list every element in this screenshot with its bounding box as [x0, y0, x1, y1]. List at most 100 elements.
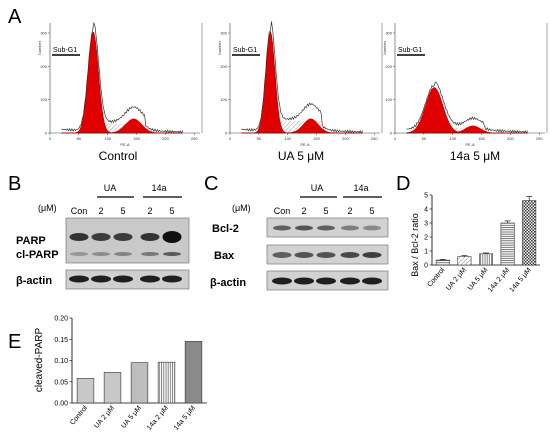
bar-5: [184, 341, 203, 404]
panel-c-letter: C: [204, 173, 218, 195]
g1-peak-fill: [241, 31, 363, 134]
hist-ytick-label: 0: [225, 131, 228, 136]
blot-b-group-ua: UA: [104, 183, 117, 193]
blot-c-lane-4: 2: [347, 206, 352, 216]
cl-parp-band: [70, 252, 88, 256]
actin-band: [140, 275, 160, 283]
hist-xtick-label: 200: [342, 136, 349, 141]
condition-label-14a: 14a 5 μM: [450, 149, 500, 163]
hist-ytick-label: 300: [220, 31, 227, 36]
histogram-ua: 0 100 200 300 0 50 100 150 200 250 PE-A Number Sub-G…: [217, 21, 383, 147]
actin-band: [340, 277, 360, 285]
y-tick-label: 0: [424, 263, 428, 270]
cl-parp-band: [114, 252, 132, 256]
y-tick-label: 5: [424, 193, 428, 200]
y-tick-label: 0.15: [54, 337, 68, 344]
category-label-1: Control: [69, 404, 89, 426]
hist-xtick-label: 100: [449, 136, 456, 141]
hist-xtick-label: 0: [49, 136, 52, 141]
hist-ylabel: Number: [217, 40, 222, 55]
y-tick-label: 0.20: [54, 316, 68, 323]
hist-xtick-label: 200: [162, 136, 169, 141]
y-tick-label: 2: [424, 235, 428, 242]
blot-b-lane-3: 5: [120, 206, 125, 216]
actin-band: [316, 277, 336, 285]
blot-c-unit: (μM): [232, 203, 251, 213]
actin-band: [91, 275, 111, 283]
bar-1: [76, 378, 95, 404]
category-label-3: UA 5 μM: [120, 405, 143, 430]
g2-peak-fill: [241, 118, 363, 134]
blot-b-lane-5: 5: [169, 206, 174, 216]
hist-xlabel: PE-A: [465, 142, 475, 147]
blot-b-group-14a: 14a: [151, 183, 166, 193]
hist-xtick-label: 100: [284, 136, 291, 141]
hist-xtick-label: 0: [229, 136, 232, 141]
g1-peak-fill: [61, 32, 183, 134]
blot-c-group-ua: UA: [311, 183, 324, 193]
hist-ytick-label: 200: [40, 64, 47, 69]
category-label-2: UA 2 μM: [445, 267, 468, 292]
y-tick-label: 3: [424, 221, 428, 228]
blot-b-unit: (μM): [38, 203, 57, 213]
bar-3: [479, 253, 493, 266]
category-label-1: Control: [426, 266, 446, 288]
actin-band: [69, 275, 89, 283]
bar-2: [103, 372, 122, 404]
bcl2-band: [363, 225, 381, 231]
category-label-5: 14a 5 μM: [509, 267, 533, 294]
g1-peak-fill: [406, 87, 528, 134]
sub-g1-gate-label: Sub-G1: [53, 47, 77, 54]
cl-parp-band: [92, 252, 110, 256]
hist-ytick-label: 100: [385, 97, 392, 102]
hist-ylabel: Number: [382, 40, 387, 55]
condition-label-control: Control: [99, 149, 138, 163]
hist-xtick-label: 0: [394, 136, 397, 141]
hist-ylabel: Number: [37, 40, 42, 55]
y-tick-label: 1: [424, 249, 428, 256]
hist-xtick-label: 250: [371, 136, 378, 141]
blot-c-group-14a: 14a: [353, 183, 368, 193]
bcl2-band: [273, 225, 291, 231]
cl-parp-band: [141, 252, 159, 256]
hist-xtick-label: 200: [507, 136, 514, 141]
hist-xtick-label: 150: [313, 136, 320, 141]
actin-band: [162, 275, 182, 283]
hist-ytick-label: 0: [390, 131, 393, 136]
histogram-outline: [406, 81, 529, 134]
bar-5: [522, 200, 537, 266]
blot-b-bands: [69, 231, 182, 283]
bar-2: [457, 256, 472, 266]
hist-xtick-label: 150: [133, 136, 140, 141]
hist-ytick-label: 200: [220, 64, 227, 69]
panel-b-letter: B: [8, 173, 21, 195]
chart-d-ylabel: Bax / Bcl-2 ratio: [410, 213, 420, 277]
bax-band: [272, 252, 292, 258]
hist-xtick-label: 100: [104, 136, 111, 141]
blot-b-lane-1: Con: [71, 206, 88, 216]
bax-band: [362, 252, 382, 258]
bar-1: [435, 259, 450, 266]
cl-parp-band: [163, 252, 181, 256]
g2-peak-fill: [61, 118, 183, 134]
histogram-control: 0 100 200 300 0 50 100 150 200 250 PE-A Number Sub-G…: [37, 22, 203, 147]
bar-4: [157, 361, 176, 404]
bcl2-band: [295, 225, 313, 231]
parp-band: [91, 233, 111, 241]
hist-xtick-label: 250: [536, 136, 543, 141]
hist-ytick-label: 300: [385, 31, 392, 36]
chart-e: 0.00 0.05 0.10 0.15 0.20 Control UA 2 μM UA 5 μ…: [54, 316, 207, 432]
chart-e-ylabel: cleaved-PARP: [34, 328, 45, 393]
hist-xtick-label: 50: [257, 136, 262, 141]
bar-4: [500, 222, 515, 266]
hist-ytick-label: 100: [40, 97, 47, 102]
category-label-2: UA 2 μM: [93, 405, 116, 430]
hist-xlabel: PE-A: [120, 142, 130, 147]
blot-b-row-clparp: cl-PARP: [16, 249, 59, 261]
g2-peak-fill: [406, 125, 528, 134]
hist-ytick-label: 200: [385, 64, 392, 69]
blot-c-lane-1: Con: [274, 206, 291, 216]
category-label-3: UA 5 μM: [467, 267, 490, 292]
